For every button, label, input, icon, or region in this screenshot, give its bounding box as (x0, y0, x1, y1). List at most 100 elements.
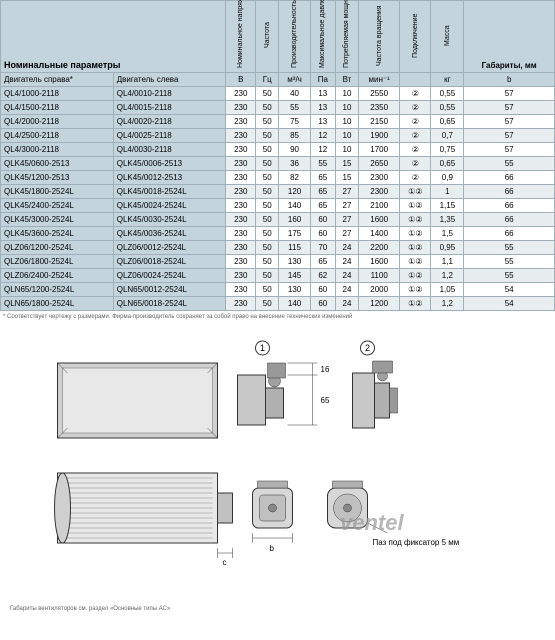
cell-voltage: 230 (226, 297, 256, 311)
cell-freq: 50 (256, 283, 279, 297)
cell-rpm: 1900 (359, 129, 400, 143)
cell-perf: 75 (279, 115, 310, 129)
model-left: QLN65/0018-2524L (113, 297, 226, 311)
cell-power: 10 (335, 87, 358, 101)
unit-blank (400, 73, 431, 87)
cell-perf: 120 (279, 185, 310, 199)
cell-mass: 1,2 (431, 297, 464, 311)
spec-table-container: Номинальные параметры Номинальное напряж… (0, 0, 555, 311)
cell-rpm: 1700 (359, 143, 400, 157)
cell-voltage: 230 (226, 101, 256, 115)
table-row: QLK45/3600-2524LQLK45/0036-2524L23050175… (1, 227, 555, 241)
cell-b: 55 (464, 269, 555, 283)
cell-perf: 130 (279, 255, 310, 269)
unit-v: В (226, 73, 256, 87)
cell-freq: 50 (256, 213, 279, 227)
cell-perf: 140 (279, 199, 310, 213)
cell-b: 55 (464, 255, 555, 269)
diagram-svg: 1 2 16 65 (20, 333, 535, 593)
table-row: QL4/2000-2118QL4/0020-211823050751310215… (1, 115, 555, 129)
cell-conn: ② (400, 171, 431, 185)
cell-pressure: 13 (310, 101, 335, 115)
col-voltage: Номинальное напряжение (226, 1, 256, 73)
table-body: QL4/1000-2118QL4/0010-211823050401310255… (1, 87, 555, 311)
cell-rpm: 2100 (359, 199, 400, 213)
cell-pressure: 60 (310, 213, 335, 227)
table-row: QL4/1000-2118QL4/0010-211823050401310255… (1, 87, 555, 101)
cell-voltage: 230 (226, 199, 256, 213)
cell-power: 10 (335, 143, 358, 157)
dimensions-header: Габариты, мм (464, 1, 555, 73)
model-right: QLK45/3600-2524L (1, 227, 114, 241)
col-performance: Производительность (279, 1, 310, 73)
cell-freq: 50 (256, 241, 279, 255)
cell-voltage: 230 (226, 87, 256, 101)
cell-rpm: 2000 (359, 283, 400, 297)
cell-b: 66 (464, 213, 555, 227)
cell-freq: 50 (256, 171, 279, 185)
cell-power: 15 (335, 171, 358, 185)
col-power: Потребляемая мощность (335, 1, 358, 73)
cell-pressure: 12 (310, 143, 335, 157)
model-left: QLK45/0036-2524L (113, 227, 226, 241)
paz-label: Паз под фиксатор 5 мм (373, 538, 460, 547)
model-right: QLK45/0600-2513 (1, 157, 114, 171)
unit-vt: Вт (335, 73, 358, 87)
cell-mass: 1,05 (431, 283, 464, 297)
cell-voltage: 230 (226, 269, 256, 283)
cell-freq: 50 (256, 129, 279, 143)
cell-power: 27 (335, 227, 358, 241)
model-right: QL4/2500-2118 (1, 129, 114, 143)
cell-mass: 0,9 (431, 171, 464, 185)
cell-freq: 50 (256, 185, 279, 199)
cell-conn: ①② (400, 227, 431, 241)
cell-conn: ② (400, 115, 431, 129)
model-left: QLN65/0012-2524L (113, 283, 226, 297)
cell-freq: 50 (256, 297, 279, 311)
nominal-params-header: Номинальные параметры (1, 1, 226, 73)
cell-freq: 50 (256, 227, 279, 241)
table-row: QLK45/3000-2524LQLK45/0030-2524L23050160… (1, 213, 555, 227)
cell-rpm: 2200 (359, 241, 400, 255)
cell-conn: ①② (400, 283, 431, 297)
cell-rpm: 1400 (359, 227, 400, 241)
table-row: QLN65/1200-2524LQLN65/0012-2524L23050130… (1, 283, 555, 297)
model-right: QL4/3000-2118 (1, 143, 114, 157)
cell-mass: 1,15 (431, 199, 464, 213)
cell-pressure: 65 (310, 255, 335, 269)
cell-perf: 145 (279, 269, 310, 283)
model-left: QLZ06/0018-2524L (113, 255, 226, 269)
cell-perf: 36 (279, 157, 310, 171)
cell-power: 10 (335, 101, 358, 115)
cell-b: 57 (464, 87, 555, 101)
cell-pressure: 62 (310, 269, 335, 283)
cell-pressure: 55 (310, 157, 335, 171)
cell-conn: ①② (400, 213, 431, 227)
dim-c: c (223, 558, 227, 567)
cell-mass: 0,55 (431, 87, 464, 101)
cell-perf: 130 (279, 283, 310, 297)
cell-power: 10 (335, 129, 358, 143)
cell-perf: 55 (279, 101, 310, 115)
cell-voltage: 230 (226, 241, 256, 255)
model-right: QLK45/2400-2524L (1, 199, 114, 213)
footnote: * Соответствует чертежу с размерами. Фир… (0, 311, 555, 323)
cell-voltage: 230 (226, 143, 256, 157)
table-row: QL4/1500-2118QL4/0015-211823050551310235… (1, 101, 555, 115)
cell-mass: 1,35 (431, 213, 464, 227)
cell-mass: 1,2 (431, 269, 464, 283)
table-row: QLN65/1800-2524LQLN65/0018-2524L23050140… (1, 297, 555, 311)
cell-perf: 175 (279, 227, 310, 241)
cell-rpm: 2350 (359, 101, 400, 115)
cell-b: 55 (464, 157, 555, 171)
col-maxpressure: Максимальное давление (310, 1, 335, 73)
cell-power: 15 (335, 157, 358, 171)
dim-b: b (270, 544, 275, 553)
model-left: QLK45/0012-2513 (113, 171, 226, 185)
cell-b: 57 (464, 129, 555, 143)
model-left: QL4/0020-2118 (113, 115, 226, 129)
cell-perf: 82 (279, 171, 310, 185)
cell-voltage: 230 (226, 157, 256, 171)
cell-mass: 1 (431, 185, 464, 199)
model-left: QLK45/0018-2524L (113, 185, 226, 199)
